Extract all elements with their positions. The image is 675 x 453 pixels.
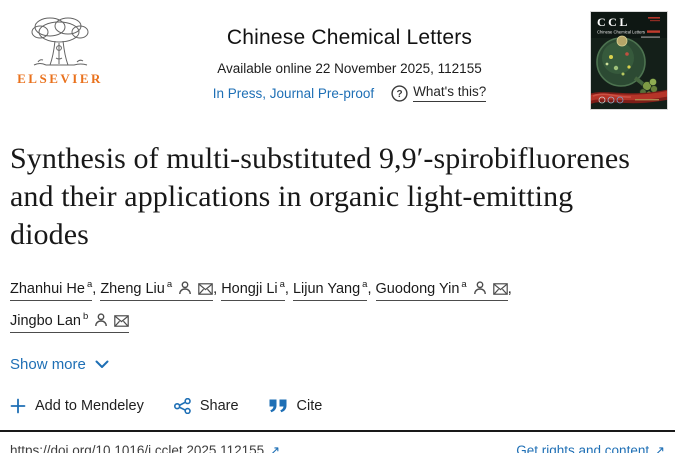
author-link[interactable]: Lijun Yang a xyxy=(292,279,368,301)
cover-subtitle: Chinese Chemical Letters xyxy=(597,30,645,35)
author-list: Zhanhui He a, Zheng Liu a, Hongji Li a, Lij… xyxy=(10,271,610,335)
author-link[interactable]: Zheng Liu a xyxy=(100,279,214,301)
footer-divider xyxy=(0,430,675,432)
author-separator: , xyxy=(213,281,222,297)
article-title: Synthesis of multi-substituted 9,9′-spir… xyxy=(10,142,631,251)
author-link[interactable]: Jingbo Lan b xyxy=(10,311,130,333)
share-button[interactable]: Share xyxy=(173,398,239,414)
cite-label: Cite xyxy=(296,398,323,414)
cover-badge: CCL xyxy=(597,15,630,29)
external-link-icon: ↗ xyxy=(654,443,665,453)
profile-icon xyxy=(179,281,192,295)
author-affiliation-sup: a xyxy=(461,279,467,290)
journal-cover-thumbnail[interactable]: CCL Chinese Chemical Letters xyxy=(591,12,667,109)
share-icon xyxy=(173,398,191,414)
author-affiliation-sup: a xyxy=(166,279,173,290)
doi-text: https://doi.org/10.1016/j.cclet.2025.112… xyxy=(10,443,265,453)
add-to-mendeley-button[interactable]: Add to Mendeley xyxy=(10,398,144,414)
availability-text: Available online 22 November 2025, 11215… xyxy=(217,61,482,76)
author-name: Zheng Liu xyxy=(100,281,165,297)
author-name: Lijun Yang xyxy=(292,281,361,297)
author-name: Zhanhui He xyxy=(10,281,85,297)
author-link[interactable]: Zhanhui He a xyxy=(10,279,93,301)
chevron-down-icon xyxy=(95,360,109,368)
author-affiliation-sup: a xyxy=(86,279,93,290)
article-main: Synthesis of multi-substituted 9,9′-spir… xyxy=(0,140,675,414)
share-label: Share xyxy=(199,398,239,414)
question-circle-icon: ? xyxy=(391,84,408,102)
author-name: Guodong Yin xyxy=(375,281,460,297)
journal-info: Chinese Chemical Letters Available onlin… xyxy=(108,10,591,102)
get-rights-link[interactable]: Get rights and content ↗ xyxy=(516,443,665,453)
author-affiliation-sup: a xyxy=(279,279,285,290)
doi-link[interactable]: https://doi.org/10.1016/j.cclet.2025.112… xyxy=(10,443,280,453)
email-icon xyxy=(198,283,213,295)
svg-text:?: ? xyxy=(397,89,403,100)
plus-icon xyxy=(10,398,26,414)
show-more-button[interactable]: Show more xyxy=(10,356,109,373)
author-separator: , xyxy=(367,281,376,297)
author-separator: , xyxy=(284,281,293,297)
add-to-mendeley-label: Add to Mendeley xyxy=(35,398,144,414)
author-link[interactable]: Guodong Yin a xyxy=(375,279,508,301)
cite-quotes-icon xyxy=(269,399,287,413)
author-separator: , xyxy=(92,281,101,297)
profile-icon xyxy=(95,313,108,327)
author-separator: , xyxy=(507,281,512,297)
profile-icon xyxy=(473,281,486,295)
elsevier-wordmark: ELSEVIER xyxy=(17,71,103,86)
author-name: Hongji Li xyxy=(221,281,278,297)
journal-header: ELSEVIER Chinese Chemical Letters Availa… xyxy=(0,0,675,109)
email-icon xyxy=(492,283,508,295)
author-name: Jingbo Lan xyxy=(10,313,81,329)
whats-this-button[interactable]: ? What's this? xyxy=(391,84,487,102)
cite-button[interactable]: Cite xyxy=(269,398,323,414)
status-row: In Press, Journal Pre-proof ? What's thi… xyxy=(108,84,591,102)
elsevier-logo[interactable]: ELSEVIER xyxy=(12,10,108,87)
elsevier-tree-icon xyxy=(31,17,89,66)
action-bar: Add to Mendeley Share xyxy=(10,398,665,414)
author-link[interactable]: Hongji Li a xyxy=(221,279,285,301)
show-more-label: Show more xyxy=(10,356,86,373)
get-rights-label: Get rights and content xyxy=(516,443,650,453)
author-affiliation-sup: b xyxy=(82,311,89,322)
journal-title-link[interactable]: Chinese Chemical Letters xyxy=(226,26,473,49)
author-affiliation-sup: a xyxy=(362,279,368,290)
in-press-link[interactable]: In Press, Journal Pre-proof xyxy=(212,85,375,101)
whats-this-label: What's this? xyxy=(413,84,487,102)
email-icon xyxy=(114,315,130,327)
footer-bar: https://doi.org/10.1016/j.cclet.2025.112… xyxy=(0,432,675,453)
external-link-icon: ↗ xyxy=(269,443,281,453)
